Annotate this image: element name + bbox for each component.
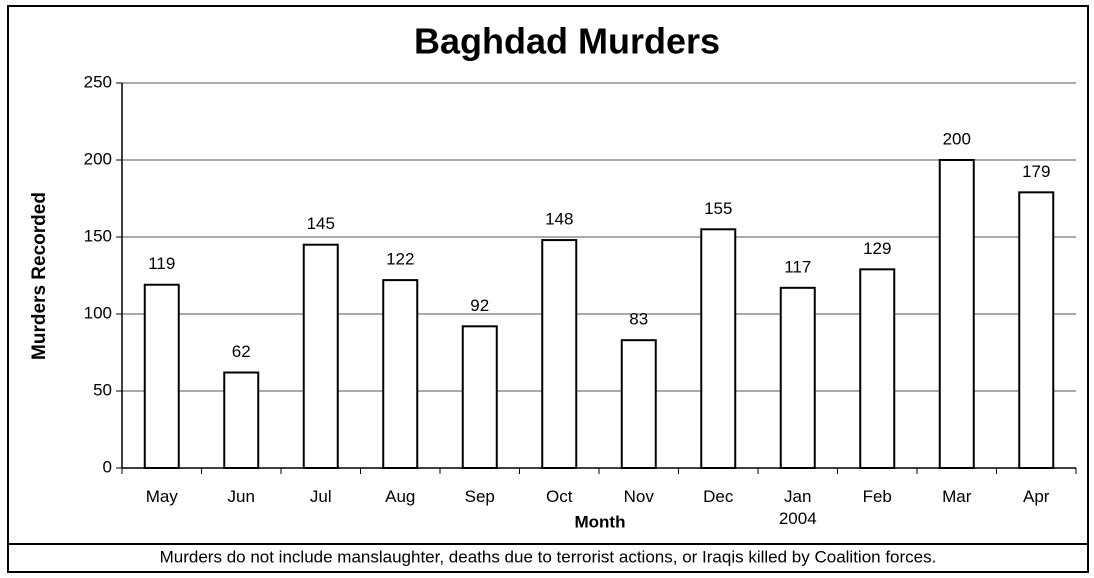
- x-tick-label: Apr: [1023, 487, 1050, 506]
- footnote: Murders do not include manslaughter, dea…: [160, 547, 937, 566]
- value-label: 155: [704, 199, 732, 218]
- y-axis-label: Murders Recorded: [29, 192, 50, 360]
- x-tick-label: Feb: [863, 487, 892, 506]
- x-tick-label: Dec: [703, 487, 734, 506]
- x-tick-label: Aug: [385, 487, 415, 506]
- value-label: 119: [148, 254, 175, 273]
- value-label: 62: [232, 342, 251, 361]
- bar: [1018, 191, 1055, 469]
- bar: [938, 159, 975, 469]
- x-tick-label: Mar: [942, 487, 972, 506]
- y-tick-label: 150: [84, 226, 112, 245]
- bar: [461, 325, 498, 469]
- value-label: 200: [943, 129, 971, 148]
- value-label: 122: [386, 250, 414, 269]
- bar: [700, 228, 737, 469]
- x-tick-label: Jan 2004: [779, 487, 817, 528]
- bar: [302, 243, 339, 469]
- y-tick-label: 200: [84, 149, 112, 168]
- y-tick-label: 0: [103, 457, 112, 476]
- bar: [541, 239, 578, 469]
- bar: [143, 283, 180, 469]
- bar: [859, 268, 896, 469]
- value-label: 129: [863, 239, 891, 258]
- value-label: 83: [629, 310, 648, 329]
- x-axis-label: Month: [575, 512, 626, 531]
- value-label: 148: [545, 210, 573, 229]
- bar: [620, 339, 657, 469]
- bar: [779, 286, 816, 469]
- x-tick-label: Jun: [228, 487, 255, 506]
- y-tick-label: 250: [84, 72, 112, 91]
- value-label: 145: [307, 214, 335, 233]
- chart-title: Baghdad Murders: [414, 21, 720, 62]
- x-tick-label: Nov: [624, 487, 655, 506]
- value-label: 92: [470, 296, 489, 315]
- x-tick-label: Oct: [546, 487, 573, 506]
- bar: [223, 371, 260, 469]
- x-tick-label: May: [146, 487, 179, 506]
- value-label: 117: [784, 257, 811, 276]
- bar: [382, 279, 419, 469]
- x-tick-label: Sep: [465, 487, 495, 506]
- y-tick-label: 50: [93, 380, 112, 399]
- x-tick-label: Jul: [310, 487, 332, 506]
- y-tick-label: 100: [84, 303, 112, 322]
- value-label: 179: [1022, 162, 1050, 181]
